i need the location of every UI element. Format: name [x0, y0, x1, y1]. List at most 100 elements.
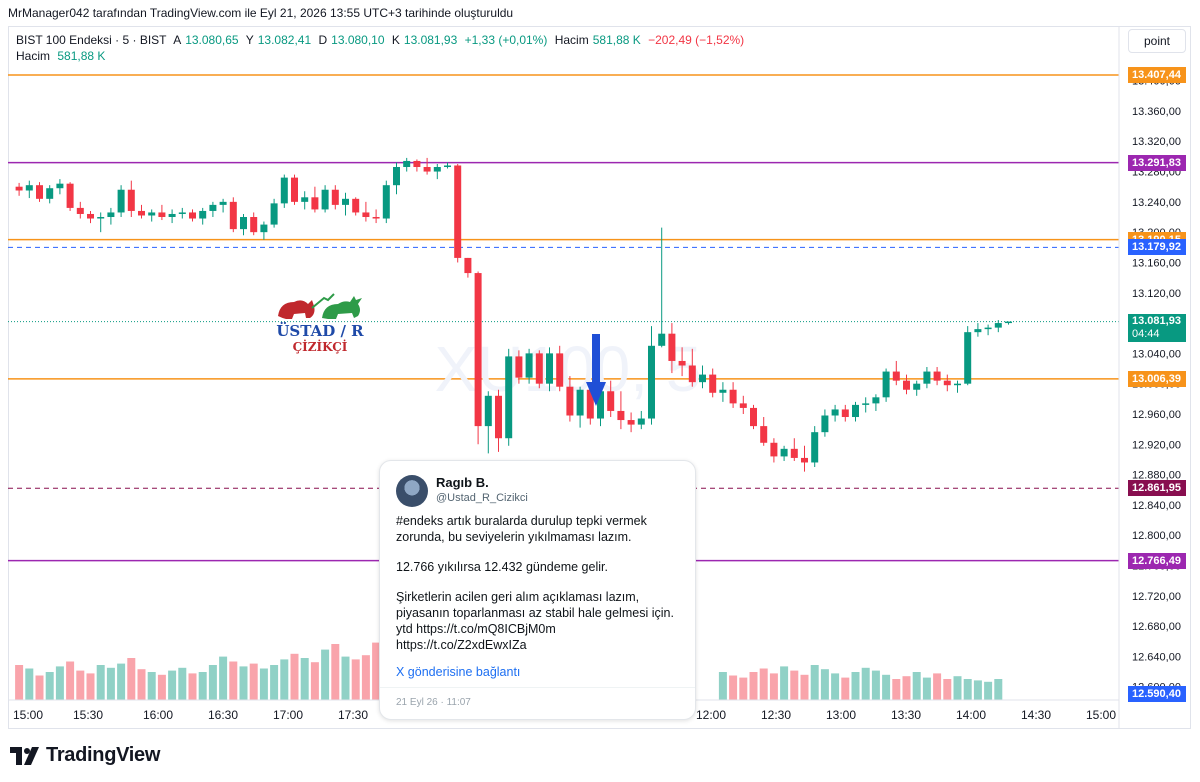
volume-bar — [871, 670, 880, 700]
volume-bar — [810, 665, 819, 700]
tweet-post-link[interactable]: X gönderisine bağlantı — [396, 665, 521, 679]
price-badge-label: 12.590,40 — [1132, 688, 1181, 700]
candle-body — [821, 415, 829, 433]
candle-body — [841, 409, 849, 418]
time-tick-label: 16:00 — [143, 708, 173, 722]
candle-body — [46, 188, 54, 199]
candle-body — [831, 409, 839, 416]
tradingview-logo[interactable]: TradingView — [10, 744, 160, 767]
candle-body — [321, 189, 329, 210]
tweet-date: 21 Eyl 26 · 11:07 — [396, 697, 471, 708]
volume-bar — [198, 672, 207, 700]
volume-bar — [973, 680, 982, 700]
price-badge-label: 13.407,44 — [1132, 69, 1181, 81]
volume-bar — [912, 672, 921, 700]
volume-bar — [239, 666, 248, 700]
candle-body — [362, 212, 370, 218]
candle-body — [229, 201, 237, 230]
volume-bar — [290, 653, 299, 700]
price-tick-label: 12.640,00 — [1132, 651, 1181, 663]
candle-body — [627, 420, 635, 425]
time-tick-label: 12:30 — [761, 708, 791, 722]
candle-body — [515, 356, 523, 378]
tweet-divider — [380, 687, 695, 688]
candle-body — [637, 418, 645, 425]
candle-body — [168, 213, 176, 218]
tweet-author-name[interactable]: Ragıb B. — [436, 475, 489, 490]
candle-body — [301, 197, 309, 202]
volume-bar — [25, 668, 34, 700]
time-tick-label: 14:30 — [1021, 708, 1051, 722]
legend-volume-label: Hacim — [554, 33, 589, 47]
legend-volume: 581,88 K — [592, 33, 641, 47]
point-button[interactable]: point — [1128, 29, 1186, 53]
candle-body — [342, 198, 349, 205]
volume-bar — [96, 665, 105, 700]
volume-bar — [933, 673, 942, 700]
volume-bar — [943, 679, 952, 700]
volume-bar — [229, 661, 238, 700]
time-tick-label: 17:30 — [338, 708, 368, 722]
embedded-tweet[interactable]: Ragıb B. @Ustad_R_Cizikci #endeks artık … — [379, 460, 696, 720]
candle-body — [1005, 321, 1012, 324]
candle-body — [36, 185, 43, 199]
candle-body — [954, 383, 961, 386]
price-badge: 12.590,40 — [1128, 686, 1186, 702]
volume-bar — [953, 676, 962, 700]
time-tick-label: 14:00 — [956, 708, 986, 722]
candle-body — [25, 185, 33, 191]
candle-body — [331, 189, 339, 205]
volume-bar — [739, 677, 748, 700]
volume-bar — [963, 679, 972, 700]
price-badge: 13.179,92 — [1128, 239, 1186, 256]
price-tick-label: 12.720,00 — [1132, 591, 1181, 603]
volume-bar — [106, 667, 115, 700]
candle-body — [535, 353, 543, 384]
candle-body — [280, 177, 288, 204]
price-badge-label: 13.081,93 — [1132, 314, 1181, 327]
candle-body — [270, 203, 278, 225]
avatar[interactable] — [396, 475, 428, 507]
price-tick-label: 12.840,00 — [1132, 500, 1181, 512]
logo-subtitle: ÇİZİKÇİ — [292, 340, 348, 354]
volume-bar — [66, 661, 75, 700]
price-tick-label: 13.240,00 — [1132, 197, 1181, 209]
candle-body — [240, 217, 247, 230]
volume-bar — [117, 663, 126, 700]
volume-bar — [219, 656, 228, 700]
tweet-link[interactable]: https://t.co/Z2xdEwxIZa — [396, 638, 527, 652]
volume-bar — [861, 667, 870, 700]
time-tick-label: 15:00 — [1086, 708, 1116, 722]
candle-body — [658, 333, 666, 346]
volume-bar — [157, 674, 166, 700]
tweet-author-handle[interactable]: @Ustad_R_Cizikci — [436, 492, 528, 504]
volume-bar — [188, 673, 197, 700]
volume-bar — [729, 675, 738, 700]
volume-bar — [984, 681, 993, 700]
candle-body — [382, 185, 390, 219]
candle-body — [729, 389, 737, 404]
legend-high: 13.082,41 — [257, 33, 312, 47]
volume-bar — [769, 673, 778, 700]
tweet-link[interactable]: ytd https://t.co/mQ8ICBjM0m — [396, 622, 556, 636]
price-badge-label: 12.766,49 — [1132, 554, 1181, 567]
candle-body — [739, 403, 747, 408]
candle-body — [790, 448, 798, 458]
price-badge: 13.006,39 — [1128, 370, 1186, 387]
candle-body — [801, 457, 808, 463]
candle-body — [291, 177, 298, 202]
candle-body — [454, 165, 462, 258]
candle-body — [495, 395, 502, 439]
logo-title: ÜSTAD / R — [276, 322, 364, 340]
candle-body — [933, 371, 941, 381]
candle-body — [178, 212, 186, 214]
volume-bar — [208, 665, 217, 700]
tradingview-brand-text: TradingView — [46, 744, 161, 766]
candle-body — [760, 426, 768, 443]
price-tick-label: 12.800,00 — [1132, 530, 1181, 542]
tradingview-logo-icon — [10, 746, 39, 765]
volume-bar — [35, 675, 44, 700]
candle-body — [505, 356, 513, 439]
time-tick-label: 13:00 — [826, 708, 856, 722]
tweet-body: #endeks artık buralarda durulup tepki ve… — [396, 513, 686, 653]
